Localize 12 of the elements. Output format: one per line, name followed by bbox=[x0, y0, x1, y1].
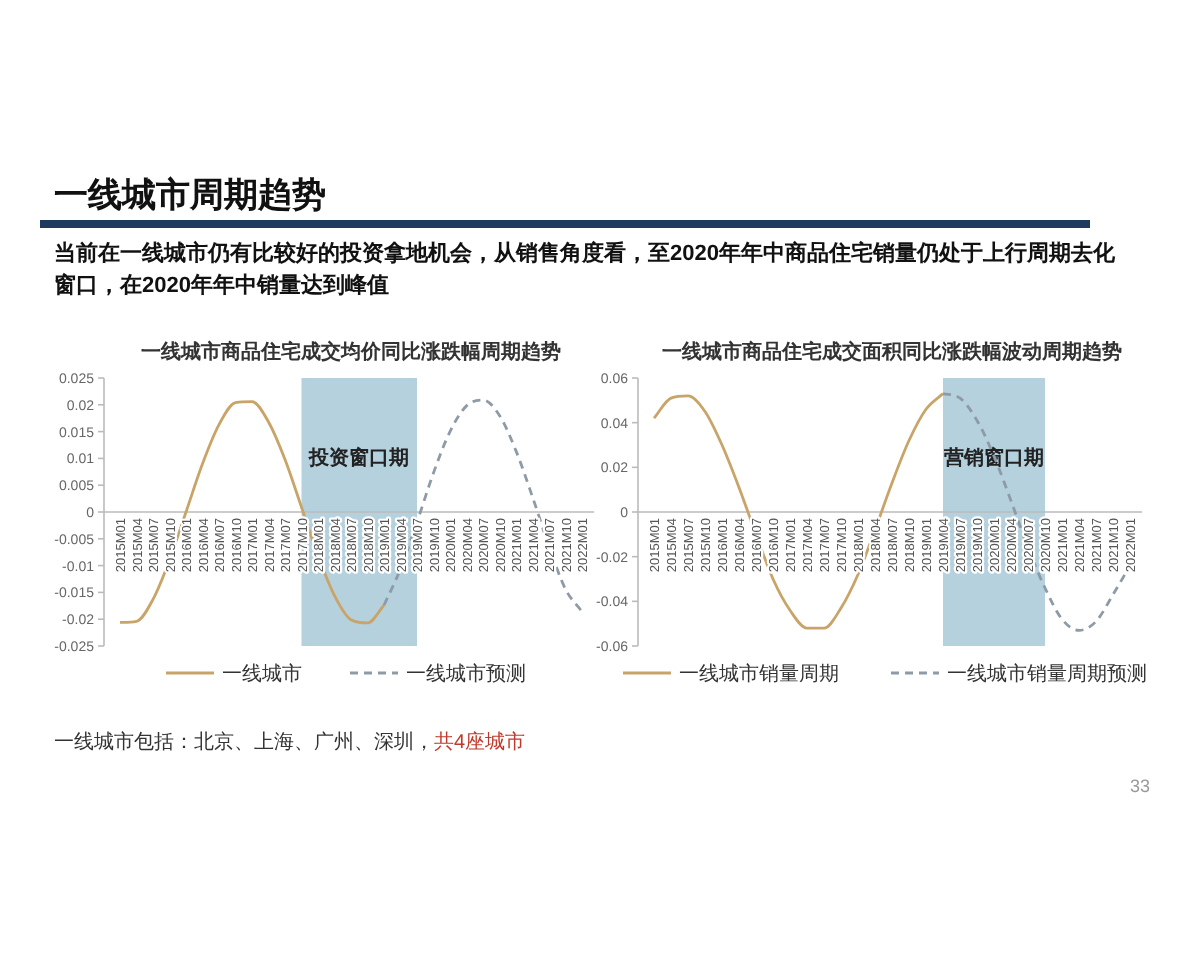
text: 一线城市周期趋势 bbox=[54, 176, 326, 214]
text: 33 bbox=[1129, 776, 1150, 796]
legend-label: 一线城市销量周期预测 bbox=[947, 662, 1147, 686]
chart-title: 一线城市商品住宅成交均价同比涨跌幅周期趋势 bbox=[141, 340, 561, 364]
chart-title: 一线城市商品住宅成交面积同比涨跌幅波动周期趋势 bbox=[662, 340, 1122, 364]
text: 共4座城市 bbox=[434, 730, 526, 754]
band-label: 投资窗口期 bbox=[307, 445, 410, 470]
text: 当前在一线城市仍有比较好的投资拿地机会，从销售角度看，至2020年年中商品住宅销量仍处于上行周期去化窗口，在2020年年中销量达到峰值 bbox=[54, 240, 1117, 298]
legend-label: 一线城市销量周期 bbox=[679, 662, 839, 686]
legend-label: 一线城市预测 bbox=[406, 662, 526, 686]
legend-label: 一线城市 bbox=[222, 662, 302, 686]
text: 一线城市包括：北京、上海、广州、深圳， bbox=[54, 730, 434, 754]
